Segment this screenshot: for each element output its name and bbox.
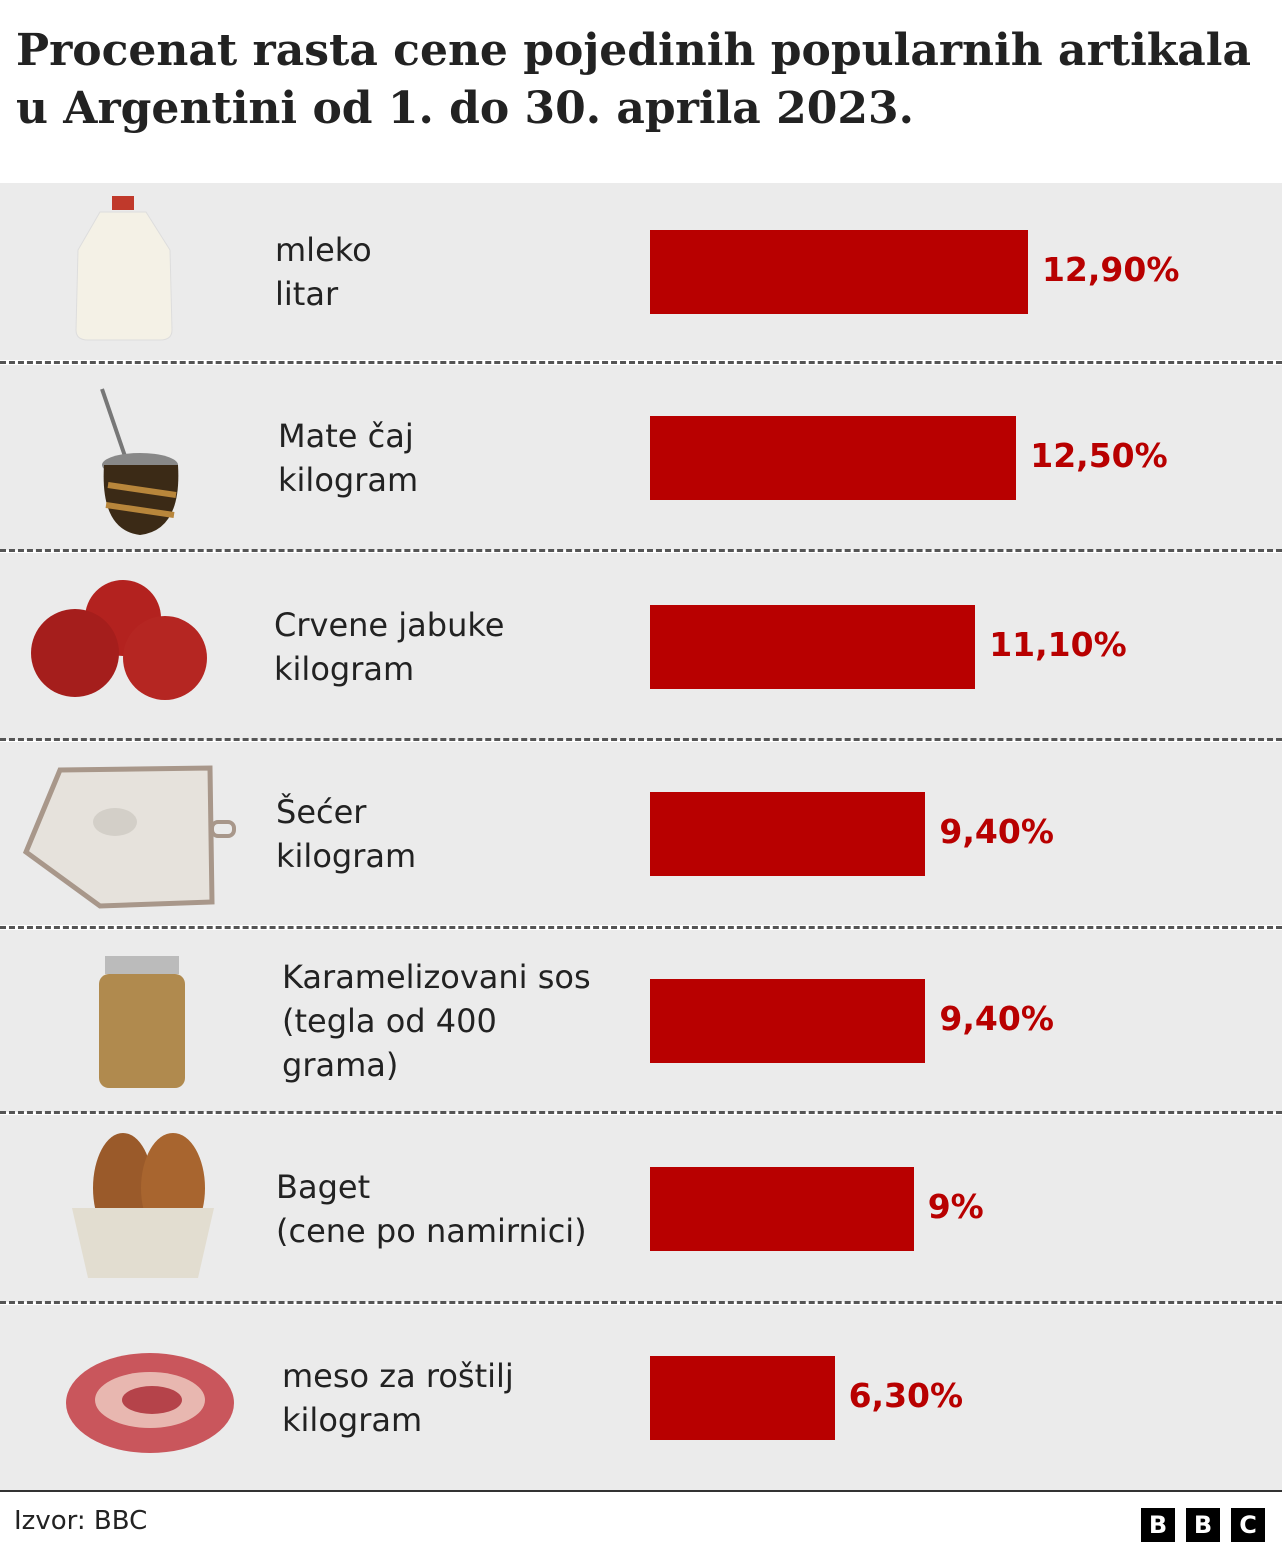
bar <box>650 979 926 1063</box>
meat-icon <box>66 1353 234 1453</box>
logo-letter: B <box>1141 1508 1175 1542</box>
category-label: Baget (cene po namirnici) <box>276 1167 587 1250</box>
row-background <box>0 183 1282 360</box>
chart-title: Procenat rasta cene pojedinih popularnih… <box>16 25 1252 134</box>
row-separator <box>0 1111 1282 1114</box>
row-background <box>0 365 1282 550</box>
value-label: 12,90% <box>1041 249 1180 289</box>
row-separator <box>0 361 1282 364</box>
bread-icon <box>72 1133 214 1278</box>
category-label: Šećer kilogram <box>276 792 417 875</box>
source: Izvor: BBC <box>14 1506 148 1536</box>
category-label: Mate čaj kilogram <box>278 416 419 499</box>
row-separator <box>0 926 1282 929</box>
value-label: 6,30% <box>848 1375 964 1415</box>
category-label: meso za roštilj kilogram <box>282 1356 514 1439</box>
row-background <box>0 930 1282 1112</box>
category-label: Crvene jabuke kilogram <box>274 605 505 688</box>
value-label: 9,40% <box>939 811 1054 851</box>
apples-icon <box>31 580 207 700</box>
row-separator <box>0 1301 1282 1304</box>
value-label: 9% <box>927 1186 984 1226</box>
bar <box>650 791 926 876</box>
sugar-icon <box>22 765 236 909</box>
row-background <box>0 553 1282 740</box>
value-label: 11,10% <box>989 624 1127 664</box>
logo-letter: B <box>1186 1508 1220 1542</box>
bar <box>650 229 1028 314</box>
milk-icon <box>75 196 173 341</box>
logo-letter: C <box>1231 1508 1265 1542</box>
category-label: mleko litar <box>275 230 372 313</box>
mate-icon <box>100 388 179 535</box>
row-separator <box>0 549 1282 552</box>
bar <box>650 415 1017 500</box>
footer-rule <box>0 1490 1282 1492</box>
value-label: 12,50% <box>1030 435 1168 475</box>
jar-icon <box>99 956 185 1088</box>
bar <box>650 1355 835 1440</box>
bar <box>650 604 976 689</box>
category-label: Karamelizovani sos (tegla od 400 grama) <box>282 958 591 1084</box>
value-label: 9,40% <box>939 999 1054 1038</box>
bar <box>650 1166 914 1251</box>
row-separator <box>0 738 1282 741</box>
